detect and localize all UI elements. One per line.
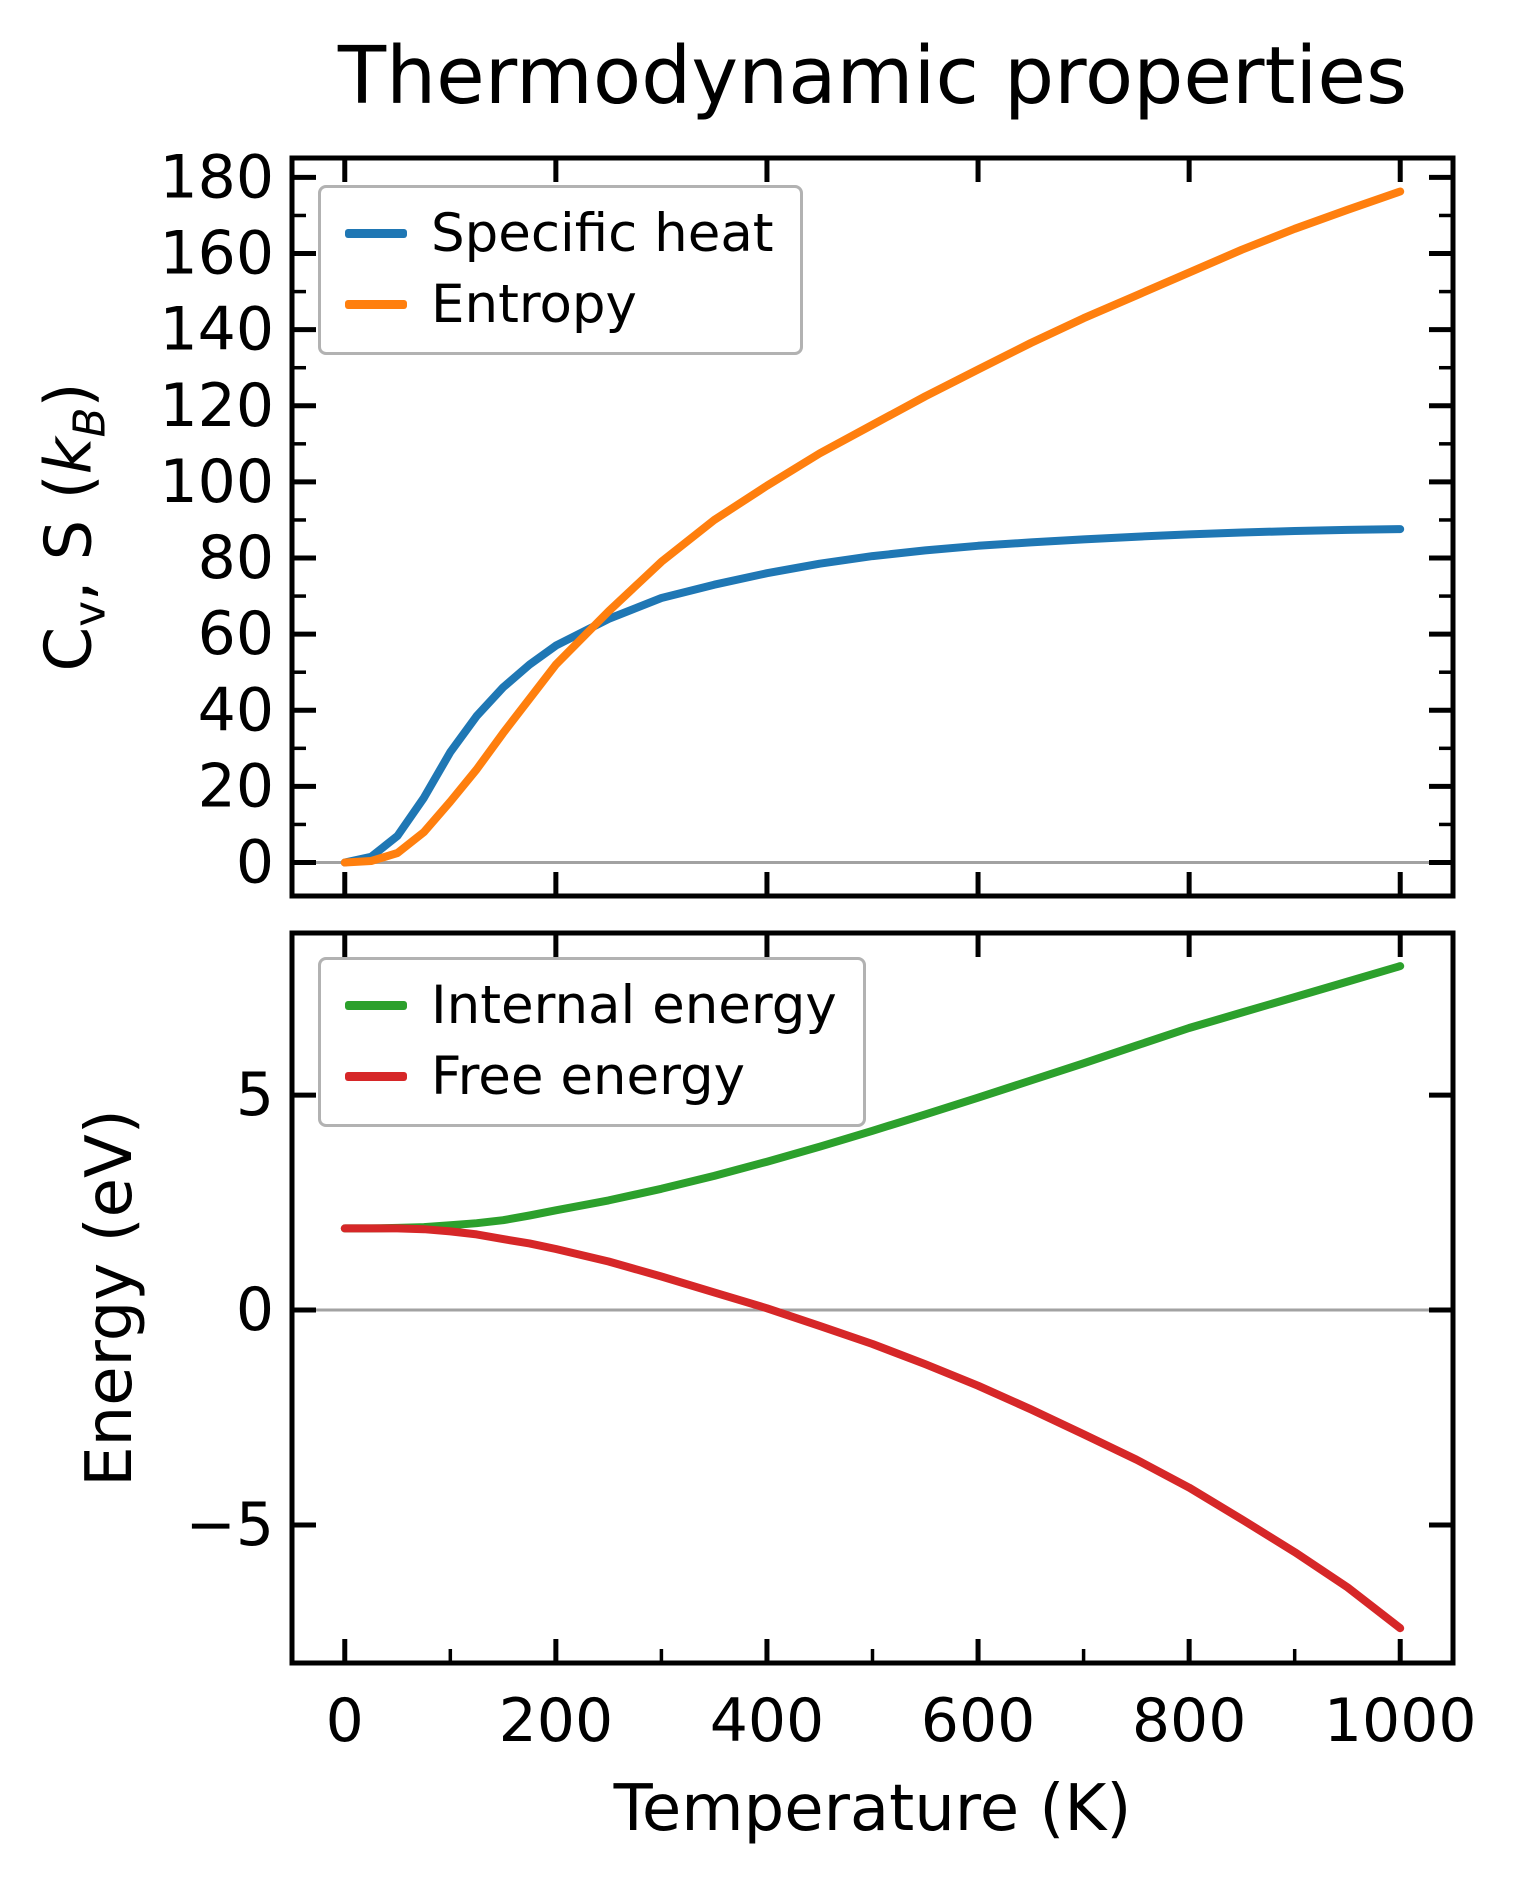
x-tick-label: 1000: [1324, 1686, 1477, 1756]
y-tick-label: 140: [159, 295, 274, 365]
legend-item-entropy: Entropy: [345, 269, 774, 340]
legend-label: Internal energy: [431, 975, 837, 1036]
x-tick-label: 400: [710, 1686, 825, 1756]
ylab-k-sub: B: [65, 407, 116, 438]
y-tick-label: 180: [159, 142, 274, 212]
curve-free-energy: [340, 1224, 1405, 1633]
free-energy-line-icon: [345, 1072, 407, 1081]
legend-item-specific-heat: Specific heat: [345, 198, 774, 269]
x-axis-label: Temperature (K): [613, 1772, 1132, 1846]
y-tick-label: 80: [198, 523, 274, 593]
y-tick-label: 20: [198, 751, 274, 821]
ylab-c: C: [32, 626, 107, 672]
legend-item-free-energy: Free energy: [345, 1041, 837, 1112]
ylab-mid: , S (: [32, 474, 107, 602]
x-tick-label: 0: [326, 1686, 364, 1756]
y-tick-label: 5: [236, 1060, 274, 1130]
y-tick-label: 60: [198, 599, 274, 669]
axes-spines: [289, 155, 1456, 899]
y-tick-label: 100: [159, 447, 274, 517]
legend-label: Entropy: [431, 274, 637, 335]
curve-specific-heat: [340, 525, 1405, 867]
y-tick-label: 0: [236, 828, 274, 898]
y-tick-label: 0: [236, 1275, 274, 1345]
y-tick-label: 40: [198, 675, 274, 745]
ylab-end: ): [32, 382, 107, 408]
legend-label: Specific heat: [431, 203, 774, 264]
top-y-axis-label: Cv, S (kB): [33, 383, 116, 672]
x-tick-label: 800: [1132, 1686, 1247, 1756]
y-tick-label: 120: [159, 371, 274, 441]
chart-title: Thermodynamic properties: [337, 30, 1408, 122]
bottom-y-axis-label: Energy (eV): [73, 1109, 147, 1487]
curve-internal-energy: [340, 962, 1405, 1233]
ylab-c-sub: v: [65, 601, 116, 627]
x-tick-label: 200: [499, 1686, 614, 1756]
y-tick-label: 160: [159, 219, 274, 289]
legend-top: Specific heat Entropy: [318, 185, 803, 355]
legend-item-internal-energy: Internal energy: [345, 970, 837, 1041]
internal-energy-line-icon: [345, 1001, 407, 1010]
ylab-k: k: [32, 437, 107, 475]
specific-heat-line-icon: [345, 229, 407, 238]
y-tick-label: −5: [186, 1490, 274, 1560]
curve-entropy: [340, 187, 1405, 867]
x-tick-label: 600: [921, 1686, 1036, 1756]
legend-bottom: Internal energy Free energy: [318, 957, 866, 1127]
legend-label: Free energy: [431, 1046, 745, 1107]
entropy-line-icon: [345, 300, 407, 309]
